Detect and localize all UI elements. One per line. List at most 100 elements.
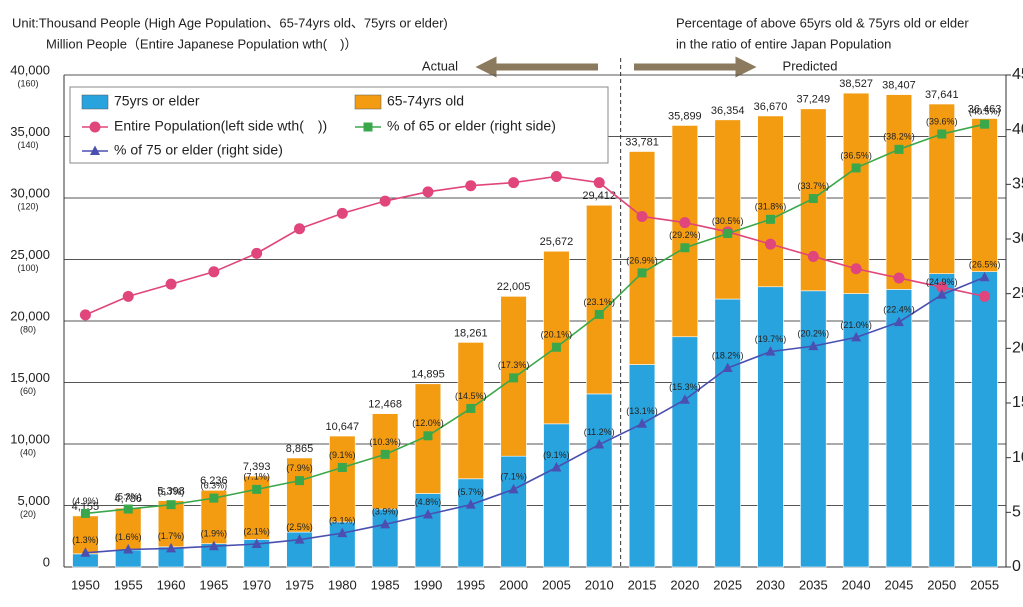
bar bbox=[757, 286, 784, 568]
value-label: (2.5%) bbox=[286, 522, 313, 532]
point bbox=[594, 309, 604, 319]
point bbox=[252, 484, 262, 494]
x-tick-label: 2020 bbox=[670, 577, 699, 592]
value-label: (1.3%) bbox=[72, 535, 99, 545]
point bbox=[465, 180, 477, 192]
bar bbox=[243, 475, 270, 540]
bar bbox=[885, 94, 913, 290]
value-label: (5.3%) bbox=[115, 491, 142, 501]
y-tick-label: 10,000 bbox=[10, 431, 50, 446]
point bbox=[894, 144, 904, 154]
x-tick-label: 2045 bbox=[884, 577, 913, 592]
header-left-2: Million People（Entire Japanese Populatio… bbox=[46, 36, 357, 51]
total-label: 22,005 bbox=[497, 281, 531, 293]
legend-label: 65-74yrs old bbox=[387, 93, 464, 109]
total-label: 6,236 bbox=[200, 475, 228, 487]
legend-marker bbox=[90, 145, 100, 155]
value-label: (38.2%) bbox=[883, 132, 915, 142]
bar bbox=[928, 103, 955, 274]
x-tick-label: 1980 bbox=[328, 577, 357, 592]
point bbox=[208, 266, 220, 278]
y2-tick-label: 30 bbox=[1012, 230, 1023, 247]
y3-tick-label: (80) bbox=[20, 324, 36, 334]
point bbox=[251, 538, 262, 549]
total-label: 10,647 bbox=[325, 421, 359, 433]
point bbox=[593, 177, 605, 189]
point bbox=[379, 195, 391, 207]
x-tick-label: 1960 bbox=[157, 577, 186, 592]
x-tick-label: 2015 bbox=[628, 577, 657, 592]
point bbox=[851, 331, 862, 342]
y2-tick-label: 20 bbox=[1012, 340, 1023, 357]
x-tick-label: 1990 bbox=[413, 577, 442, 592]
total-label: 37,641 bbox=[925, 89, 959, 101]
total-label: 37,249 bbox=[796, 94, 830, 106]
point bbox=[722, 362, 733, 373]
value-label: (7.1%) bbox=[243, 472, 270, 482]
value-label: (2.1%) bbox=[243, 526, 270, 536]
y2-tick-label: 5 bbox=[1012, 504, 1021, 521]
x-tick-label: 1970 bbox=[242, 577, 271, 592]
y2-tick-label: 0 bbox=[1012, 558, 1021, 575]
point bbox=[422, 186, 434, 198]
point bbox=[551, 462, 562, 472]
value-label: (30.5%) bbox=[712, 216, 744, 226]
value-label: (5.7%) bbox=[458, 487, 485, 497]
bar bbox=[971, 271, 998, 568]
value-label: (13.1%) bbox=[626, 406, 658, 416]
x-tick-label: 1995 bbox=[456, 577, 485, 592]
point bbox=[680, 243, 690, 253]
y-tick-label: 25,000 bbox=[10, 247, 50, 262]
point bbox=[79, 309, 91, 321]
bar bbox=[500, 455, 527, 568]
point bbox=[294, 223, 305, 235]
bar bbox=[457, 478, 484, 568]
point bbox=[294, 534, 305, 544]
total-label: 36,354 bbox=[711, 105, 745, 117]
line bbox=[85, 175, 985, 316]
value-label: (7.9%) bbox=[286, 463, 313, 473]
predicted-label: Predicted bbox=[783, 58, 838, 73]
point bbox=[466, 403, 476, 413]
value-label: (22.4%) bbox=[883, 304, 915, 314]
bar bbox=[842, 92, 870, 294]
value-label: (20.2%) bbox=[798, 329, 830, 339]
y2-tick-label: 25 bbox=[1012, 285, 1023, 302]
value-label: (36.5%) bbox=[840, 150, 872, 160]
legend-label: 75yrs or elder bbox=[114, 93, 200, 109]
total-label: 14,895 bbox=[411, 369, 445, 381]
bar bbox=[628, 364, 656, 568]
point bbox=[936, 289, 947, 299]
y-tick-label: 20,000 bbox=[10, 308, 50, 323]
point bbox=[422, 509, 433, 519]
bar bbox=[885, 289, 913, 568]
x-tick-label: 2025 bbox=[713, 577, 742, 592]
point bbox=[251, 247, 263, 259]
point bbox=[122, 290, 134, 302]
bar bbox=[714, 298, 741, 568]
y3-tick-label: (20) bbox=[20, 509, 36, 519]
point bbox=[723, 229, 733, 239]
x-tick-label: 2010 bbox=[585, 577, 614, 592]
y2-tick-label: 40 bbox=[1012, 121, 1023, 138]
y3-tick-label: (140) bbox=[17, 140, 38, 150]
total-label: 38,407 bbox=[882, 80, 916, 92]
x-tick-label: 1955 bbox=[114, 577, 143, 592]
legend-marker bbox=[89, 121, 101, 133]
legend-label: % of 75 or elder (right side) bbox=[114, 142, 283, 158]
point bbox=[979, 271, 990, 282]
bar bbox=[329, 435, 356, 523]
value-label: (19.7%) bbox=[755, 334, 787, 344]
value-label: (15.3%) bbox=[669, 382, 701, 392]
header-left-1: Unit:Thousand People (High Age Populatio… bbox=[12, 15, 448, 30]
point bbox=[551, 342, 561, 352]
value-label: (1.9%) bbox=[201, 529, 228, 539]
y3-tick-label: (120) bbox=[17, 201, 38, 211]
point bbox=[123, 544, 134, 554]
point bbox=[80, 508, 90, 518]
y-tick-label: 0 bbox=[43, 554, 50, 569]
value-label: (1.7%) bbox=[158, 531, 185, 541]
bar bbox=[628, 151, 656, 365]
total-label: 4,155 bbox=[72, 501, 100, 513]
point bbox=[336, 207, 348, 219]
